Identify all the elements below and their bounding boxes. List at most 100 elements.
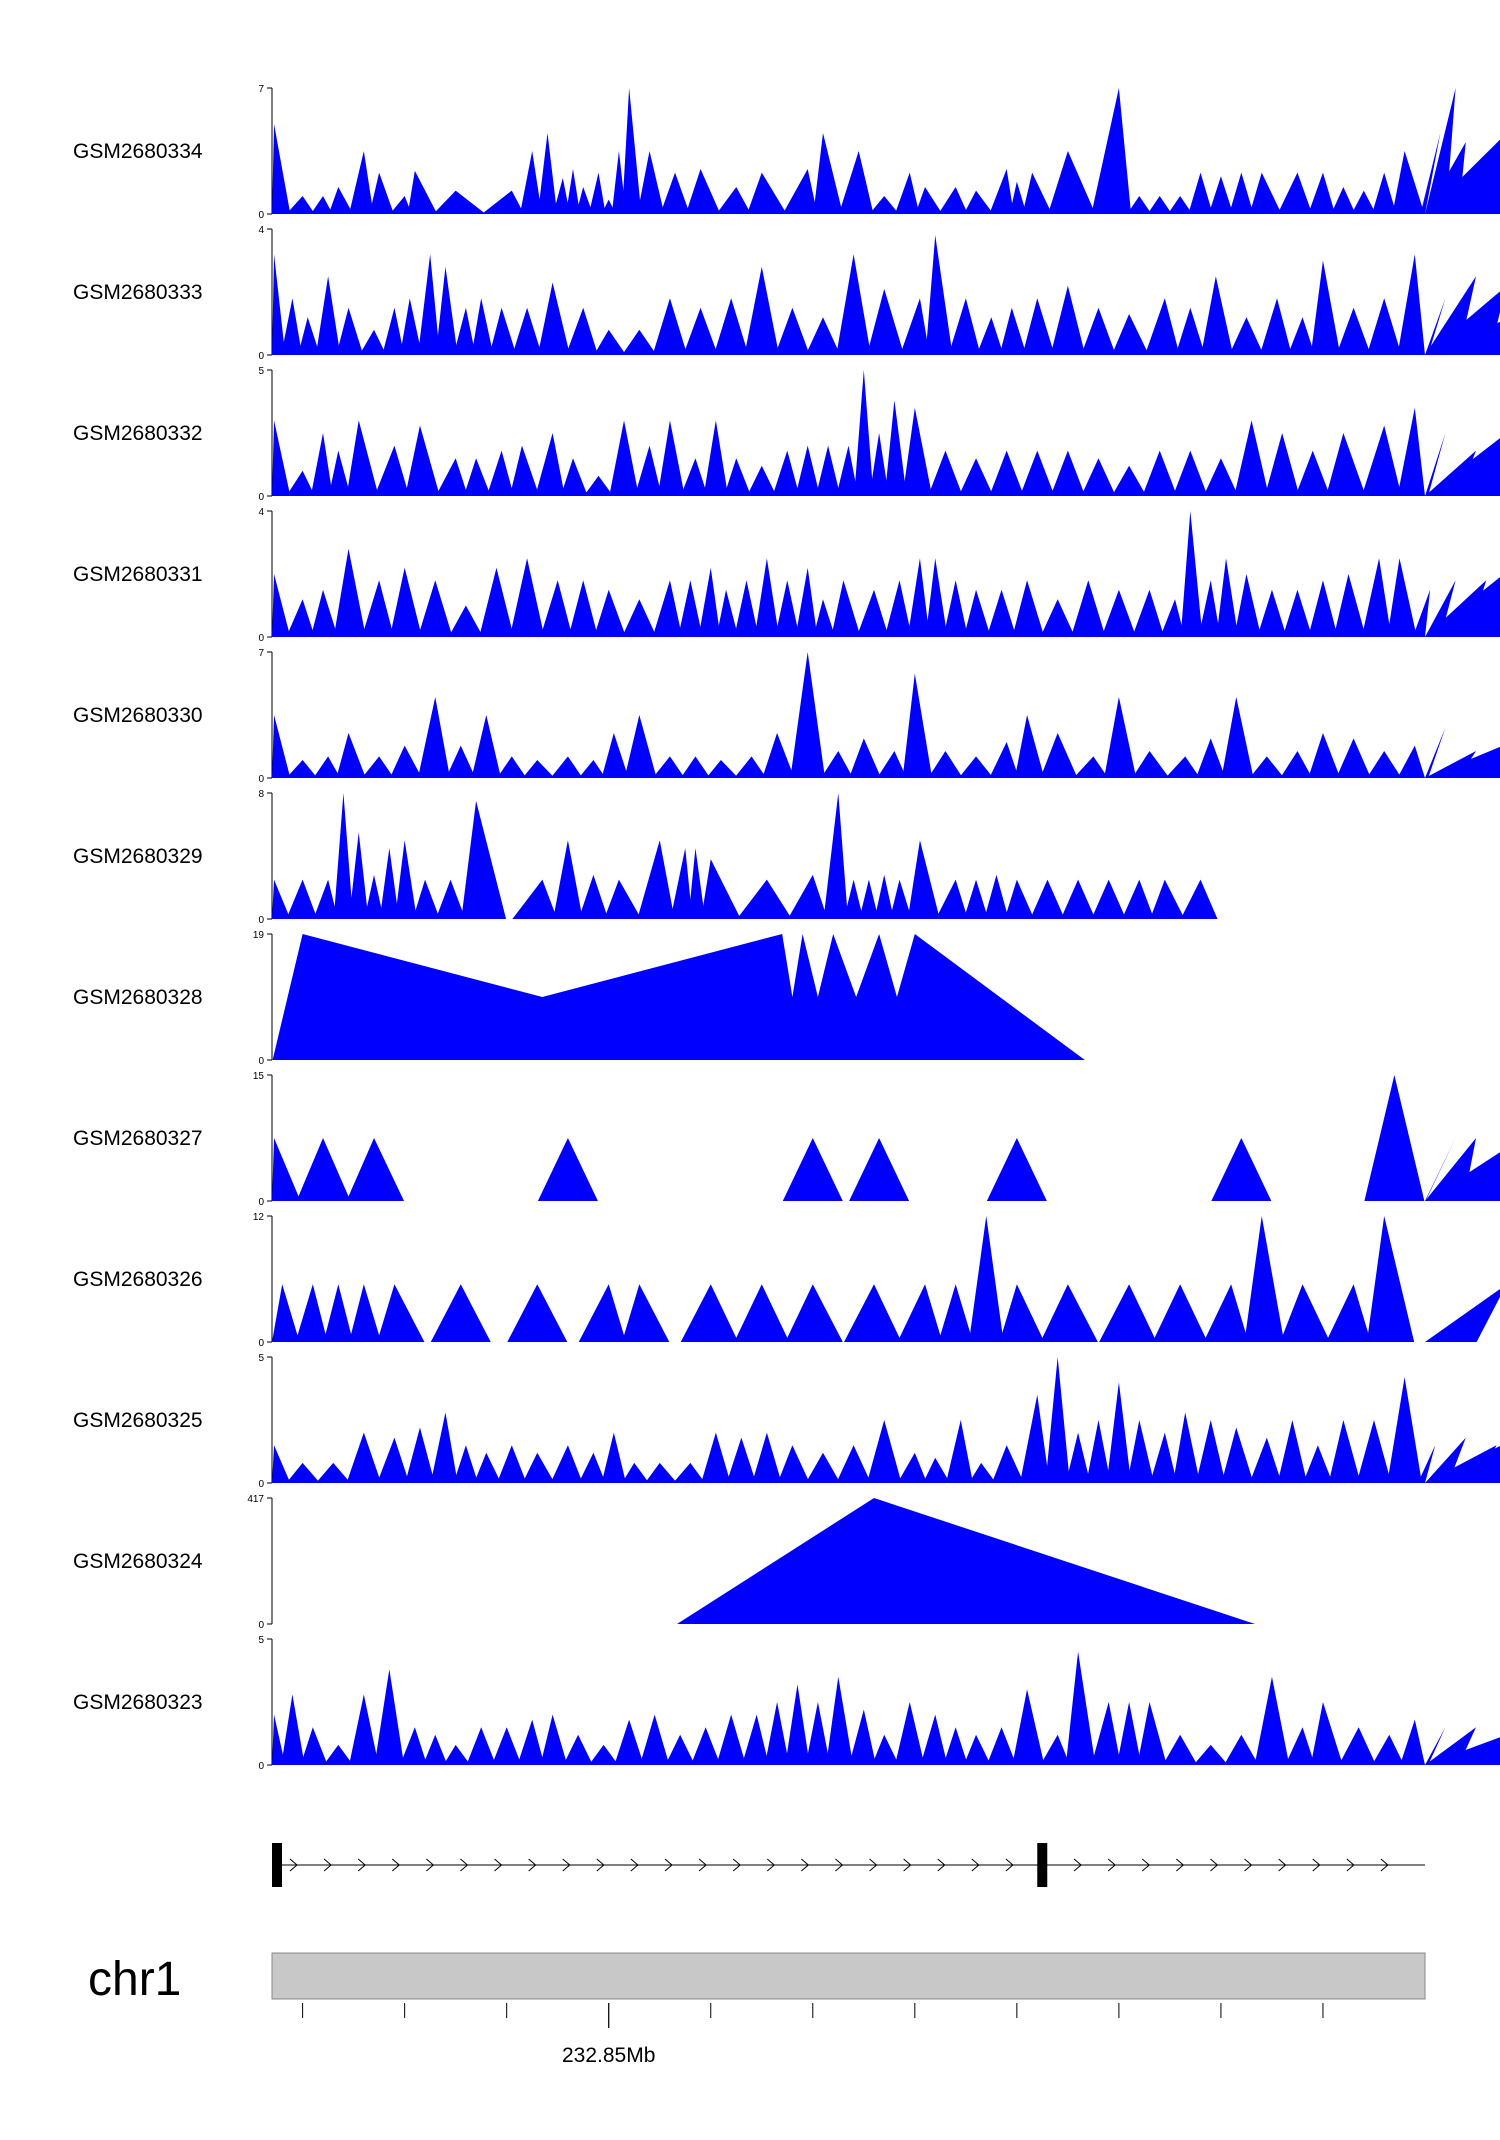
strand-arrow xyxy=(869,1858,878,1872)
coverage-peak xyxy=(405,1427,435,1483)
coverage-peak xyxy=(1050,285,1086,355)
coverage-peak xyxy=(652,580,683,637)
y-max-label: 4 xyxy=(258,225,264,236)
track-label: GSM2680323 xyxy=(73,1691,203,1714)
coverage-peak xyxy=(785,1684,810,1765)
coverage-peak xyxy=(578,874,609,919)
coverage-peak xyxy=(315,1462,351,1483)
coverage-peak xyxy=(1091,88,1132,214)
coverage-peak xyxy=(1208,176,1234,214)
y-max-label: 8 xyxy=(258,789,264,800)
coverage-peak xyxy=(716,187,752,214)
coverage-peak xyxy=(535,433,565,496)
y-min-label: 0 xyxy=(258,1197,264,1208)
coverage-peak xyxy=(741,1714,769,1765)
coverage-peak xyxy=(512,307,542,355)
coverage-peak xyxy=(553,178,570,214)
coverage-peak xyxy=(1014,715,1045,778)
strand-arrow xyxy=(1380,1858,1389,1872)
coverage-peak xyxy=(907,558,930,637)
coverage-peak xyxy=(1070,580,1106,637)
coverage-peak xyxy=(805,1702,831,1765)
coverage-peak xyxy=(474,1452,502,1483)
strand-arrow xyxy=(630,1858,639,1872)
coverage-peak xyxy=(747,172,787,214)
coverage-peak xyxy=(889,879,912,919)
coverage-peak xyxy=(1091,1702,1121,1765)
coverage-peak xyxy=(377,1284,425,1342)
coverage-peak xyxy=(509,558,545,637)
chromosome-ideogram: chr1 xyxy=(88,1952,1426,2006)
strand-arrow xyxy=(357,1858,366,1872)
coverage-peak xyxy=(349,1284,382,1342)
coverage-peak xyxy=(601,733,629,778)
coverage-peak xyxy=(986,589,1017,637)
coverage-peak xyxy=(394,840,417,919)
coverage-peak xyxy=(639,1714,670,1765)
coverage-peak xyxy=(489,307,517,355)
strand-arrow xyxy=(1107,1858,1116,1872)
coverage-peak xyxy=(1361,558,1392,637)
coverage-peak xyxy=(680,756,711,778)
coverage-peak xyxy=(716,589,739,637)
coverage-peak xyxy=(831,580,861,637)
coverage-peak xyxy=(563,1734,593,1765)
coverage-peak xyxy=(734,580,759,637)
coverage-peak xyxy=(1308,580,1338,637)
coverage-peak xyxy=(1397,407,1425,496)
coverage-peak xyxy=(976,317,1004,355)
coverage-peak xyxy=(1244,1216,1285,1342)
coverage-peak xyxy=(849,1138,910,1201)
coverage-peak xyxy=(1425,450,1477,496)
coverage-peak xyxy=(1229,317,1264,355)
coverage-peak xyxy=(466,1727,496,1765)
coverage-peak xyxy=(1144,298,1180,355)
coverage-peak xyxy=(1132,589,1165,637)
coverage-peak xyxy=(1195,1420,1226,1483)
coverage-peak xyxy=(313,756,341,778)
x-tick-label: 232.85Mb xyxy=(562,2044,655,2067)
strand-arrow xyxy=(698,1858,707,1872)
strand-arrow xyxy=(1210,1858,1219,1872)
track-GSM2680327: GSM2680327 15 0 xyxy=(73,1071,1500,1208)
coverage-peak xyxy=(1019,450,1055,496)
coverage-peak xyxy=(849,1709,877,1765)
coverage-peak xyxy=(417,697,451,778)
coverage-peak xyxy=(872,1734,899,1765)
coverage-peak xyxy=(1420,133,1441,214)
coverage-peak xyxy=(1180,879,1218,919)
coverage-peak xyxy=(417,580,453,637)
coverage-peak xyxy=(588,1744,619,1765)
coverage-peak xyxy=(843,879,864,919)
coverage-peak xyxy=(685,169,721,214)
coverage-peak xyxy=(1280,1284,1331,1342)
coverage-peak xyxy=(1295,450,1331,496)
coverage-peak xyxy=(795,445,820,496)
coverage-peak xyxy=(423,1734,448,1765)
coverage-peak xyxy=(938,187,968,214)
coverage-peak xyxy=(958,458,994,496)
y-max-label: 4 xyxy=(258,507,264,518)
coverage-peak xyxy=(1282,589,1313,637)
coverage-peak xyxy=(986,1727,1017,1765)
coverage-peak xyxy=(703,420,729,496)
coverage-peak xyxy=(553,840,583,919)
track-label: GSM2680324 xyxy=(73,1550,203,1573)
strand-arrow xyxy=(903,1858,912,1872)
coverage-peak xyxy=(1132,751,1170,778)
coverage-peak xyxy=(652,298,688,355)
coverage-peak xyxy=(782,1138,843,1201)
coverage-peak xyxy=(417,254,440,355)
genome-axis: 232.85Mb232.86Mb xyxy=(302,2003,1324,2067)
coverage-peak xyxy=(736,879,792,919)
coverage-peak xyxy=(497,756,527,778)
coverage-peak xyxy=(920,1714,948,1765)
coverage-peak xyxy=(622,599,657,637)
coverage-peak xyxy=(609,420,639,496)
coverage-peak xyxy=(826,1676,854,1765)
coverage-peak xyxy=(430,1412,458,1483)
coverage-peak xyxy=(412,879,440,919)
coverage-peak xyxy=(522,760,555,778)
strand-arrow xyxy=(1005,1858,1014,1872)
coverage-peak xyxy=(782,169,818,214)
